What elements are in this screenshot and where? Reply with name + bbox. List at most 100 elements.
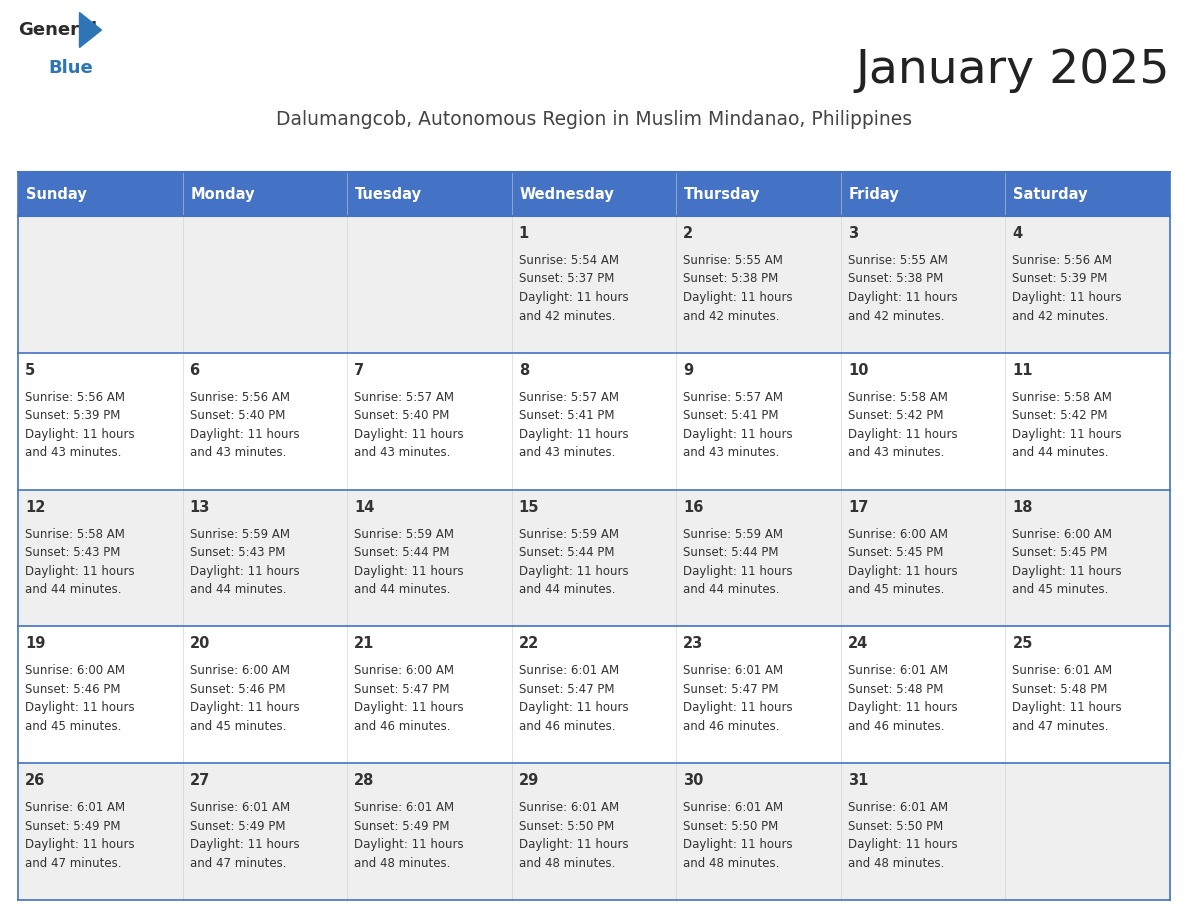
Text: 9: 9 xyxy=(683,363,694,378)
Text: Daylight: 11 hours: Daylight: 11 hours xyxy=(354,701,463,714)
Bar xyxy=(676,763,841,900)
Text: Daylight: 11 hours: Daylight: 11 hours xyxy=(683,838,792,851)
Text: and 44 minutes.: and 44 minutes. xyxy=(519,583,615,596)
Bar xyxy=(183,489,347,626)
Text: Sunrise: 6:01 AM: Sunrise: 6:01 AM xyxy=(683,801,783,814)
Text: Sunset: 5:40 PM: Sunset: 5:40 PM xyxy=(354,409,449,422)
Text: 3: 3 xyxy=(848,226,858,241)
Bar xyxy=(1005,216,1170,353)
Text: 16: 16 xyxy=(683,499,703,515)
Text: Daylight: 11 hours: Daylight: 11 hours xyxy=(1012,701,1121,714)
Text: 11: 11 xyxy=(1012,363,1032,378)
Text: Sunset: 5:39 PM: Sunset: 5:39 PM xyxy=(25,409,120,422)
Text: Daylight: 11 hours: Daylight: 11 hours xyxy=(683,701,792,714)
Text: and 48 minutes.: and 48 minutes. xyxy=(519,856,615,869)
Bar xyxy=(512,172,676,216)
Text: 24: 24 xyxy=(848,636,868,652)
Text: and 44 minutes.: and 44 minutes. xyxy=(354,583,450,596)
Text: Sunrise: 6:01 AM: Sunrise: 6:01 AM xyxy=(190,801,290,814)
Text: Sunrise: 5:59 AM: Sunrise: 5:59 AM xyxy=(519,528,619,541)
Text: Daylight: 11 hours: Daylight: 11 hours xyxy=(848,565,958,577)
Text: and 43 minutes.: and 43 minutes. xyxy=(25,446,121,459)
Text: Sunset: 5:50 PM: Sunset: 5:50 PM xyxy=(519,820,614,833)
Text: Daylight: 11 hours: Daylight: 11 hours xyxy=(683,565,792,577)
Text: Daylight: 11 hours: Daylight: 11 hours xyxy=(354,565,463,577)
Text: 15: 15 xyxy=(519,499,539,515)
Text: Daylight: 11 hours: Daylight: 11 hours xyxy=(25,565,134,577)
Bar xyxy=(676,216,841,353)
Text: Daylight: 11 hours: Daylight: 11 hours xyxy=(519,701,628,714)
Text: Sunset: 5:46 PM: Sunset: 5:46 PM xyxy=(190,683,285,696)
Text: and 47 minutes.: and 47 minutes. xyxy=(25,856,121,869)
Text: Sunrise: 5:58 AM: Sunrise: 5:58 AM xyxy=(848,391,948,404)
Text: Sunrise: 5:58 AM: Sunrise: 5:58 AM xyxy=(25,528,125,541)
Text: Sunrise: 5:55 AM: Sunrise: 5:55 AM xyxy=(683,254,783,267)
Text: 10: 10 xyxy=(848,363,868,378)
Text: and 42 minutes.: and 42 minutes. xyxy=(519,309,615,322)
Text: Sunset: 5:48 PM: Sunset: 5:48 PM xyxy=(1012,683,1107,696)
Bar xyxy=(347,763,512,900)
Text: 30: 30 xyxy=(683,773,703,789)
Text: Sunrise: 6:01 AM: Sunrise: 6:01 AM xyxy=(25,801,125,814)
Text: Daylight: 11 hours: Daylight: 11 hours xyxy=(354,838,463,851)
Text: Daylight: 11 hours: Daylight: 11 hours xyxy=(25,838,134,851)
Text: and 45 minutes.: and 45 minutes. xyxy=(190,720,286,733)
Text: Daylight: 11 hours: Daylight: 11 hours xyxy=(519,838,628,851)
Text: and 42 minutes.: and 42 minutes. xyxy=(683,309,779,322)
Text: and 47 minutes.: and 47 minutes. xyxy=(190,856,286,869)
Text: Sunset: 5:45 PM: Sunset: 5:45 PM xyxy=(1012,546,1107,559)
Text: Daylight: 11 hours: Daylight: 11 hours xyxy=(519,291,628,304)
Text: Sunset: 5:49 PM: Sunset: 5:49 PM xyxy=(25,820,120,833)
Text: Friday: Friday xyxy=(849,186,899,201)
Text: Sunrise: 5:56 AM: Sunrise: 5:56 AM xyxy=(1012,254,1112,267)
Text: and 48 minutes.: and 48 minutes. xyxy=(354,856,450,869)
Text: Sunset: 5:42 PM: Sunset: 5:42 PM xyxy=(848,409,943,422)
Text: and 42 minutes.: and 42 minutes. xyxy=(1012,309,1108,322)
Bar xyxy=(347,626,512,763)
Text: Sunset: 5:48 PM: Sunset: 5:48 PM xyxy=(848,683,943,696)
Text: 28: 28 xyxy=(354,773,374,789)
Text: Sunset: 5:38 PM: Sunset: 5:38 PM xyxy=(683,273,778,285)
Bar xyxy=(183,172,347,216)
Text: 18: 18 xyxy=(1012,499,1032,515)
Text: Daylight: 11 hours: Daylight: 11 hours xyxy=(190,565,299,577)
Text: and 48 minutes.: and 48 minutes. xyxy=(683,856,779,869)
Bar xyxy=(347,216,512,353)
Text: Sunrise: 6:00 AM: Sunrise: 6:00 AM xyxy=(354,665,454,677)
Text: 19: 19 xyxy=(25,636,45,652)
Bar xyxy=(347,489,512,626)
Text: Sunset: 5:41 PM: Sunset: 5:41 PM xyxy=(519,409,614,422)
Text: and 44 minutes.: and 44 minutes. xyxy=(190,583,286,596)
Text: Sunrise: 6:00 AM: Sunrise: 6:00 AM xyxy=(1012,528,1112,541)
Text: 4: 4 xyxy=(1012,226,1023,241)
Text: Sunrise: 6:01 AM: Sunrise: 6:01 AM xyxy=(1012,665,1112,677)
Bar xyxy=(841,626,1005,763)
Bar xyxy=(676,489,841,626)
Text: Blue: Blue xyxy=(48,59,93,77)
Text: Sunrise: 5:59 AM: Sunrise: 5:59 AM xyxy=(354,528,454,541)
Text: Sunset: 5:49 PM: Sunset: 5:49 PM xyxy=(190,820,285,833)
Text: and 46 minutes.: and 46 minutes. xyxy=(354,720,450,733)
Bar xyxy=(841,763,1005,900)
Text: Daylight: 11 hours: Daylight: 11 hours xyxy=(1012,428,1121,441)
Bar xyxy=(18,763,183,900)
Text: Sunset: 5:38 PM: Sunset: 5:38 PM xyxy=(848,273,943,285)
Text: Daylight: 11 hours: Daylight: 11 hours xyxy=(25,701,134,714)
Text: 12: 12 xyxy=(25,499,45,515)
Text: Sunrise: 6:01 AM: Sunrise: 6:01 AM xyxy=(519,665,619,677)
Text: and 43 minutes.: and 43 minutes. xyxy=(354,446,450,459)
Text: 23: 23 xyxy=(683,636,703,652)
Text: and 43 minutes.: and 43 minutes. xyxy=(190,446,286,459)
Bar xyxy=(512,216,676,353)
Text: Sunset: 5:45 PM: Sunset: 5:45 PM xyxy=(848,546,943,559)
Text: Sunrise: 5:58 AM: Sunrise: 5:58 AM xyxy=(1012,391,1112,404)
Text: and 44 minutes.: and 44 minutes. xyxy=(25,583,121,596)
Bar xyxy=(841,353,1005,489)
Text: Sunrise: 6:00 AM: Sunrise: 6:00 AM xyxy=(25,665,125,677)
Text: 25: 25 xyxy=(1012,636,1032,652)
Text: Sunset: 5:41 PM: Sunset: 5:41 PM xyxy=(683,409,779,422)
Text: Daylight: 11 hours: Daylight: 11 hours xyxy=(848,701,958,714)
Text: Sunrise: 6:00 AM: Sunrise: 6:00 AM xyxy=(190,665,290,677)
Text: Daylight: 11 hours: Daylight: 11 hours xyxy=(190,701,299,714)
Bar xyxy=(183,626,347,763)
